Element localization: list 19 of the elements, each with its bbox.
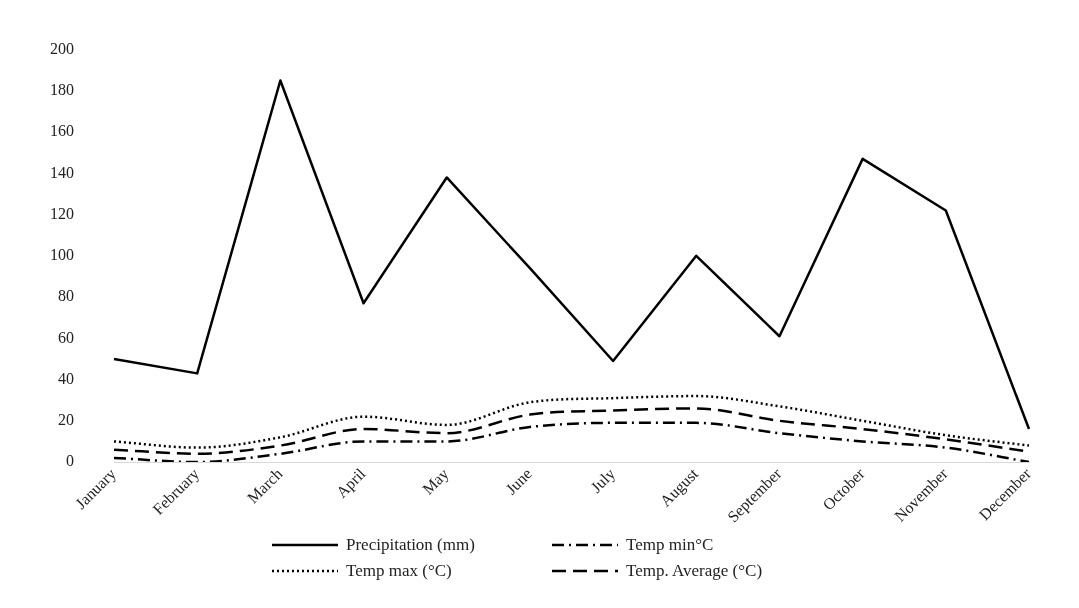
y-tick-label: 80 xyxy=(58,287,74,305)
y-tick-label: 100 xyxy=(50,246,74,264)
legend-label: Temp. Average (°C) xyxy=(626,561,763,581)
x-tick-label: July xyxy=(587,464,619,497)
y-tick-label: 180 xyxy=(50,81,74,99)
y-tick-label: 160 xyxy=(50,122,74,140)
x-tick-label: May xyxy=(419,464,453,499)
y-tick-label: 200 xyxy=(50,39,74,57)
y-tick-label: 60 xyxy=(58,328,74,346)
x-tick-label: June xyxy=(502,464,535,498)
y-tick-label: 120 xyxy=(50,204,74,222)
line-series xyxy=(112,421,1031,463)
legend-label: Precipitation (mm) xyxy=(346,535,475,555)
legend-label: Temp max (°C) xyxy=(346,561,452,581)
y-tick-label: 40 xyxy=(58,369,74,387)
y-tick-label: 20 xyxy=(58,411,74,428)
y-tick-label: 0 xyxy=(66,452,74,470)
legend-label: Temp min°C xyxy=(626,535,714,555)
y-tick-label: 140 xyxy=(50,163,74,181)
